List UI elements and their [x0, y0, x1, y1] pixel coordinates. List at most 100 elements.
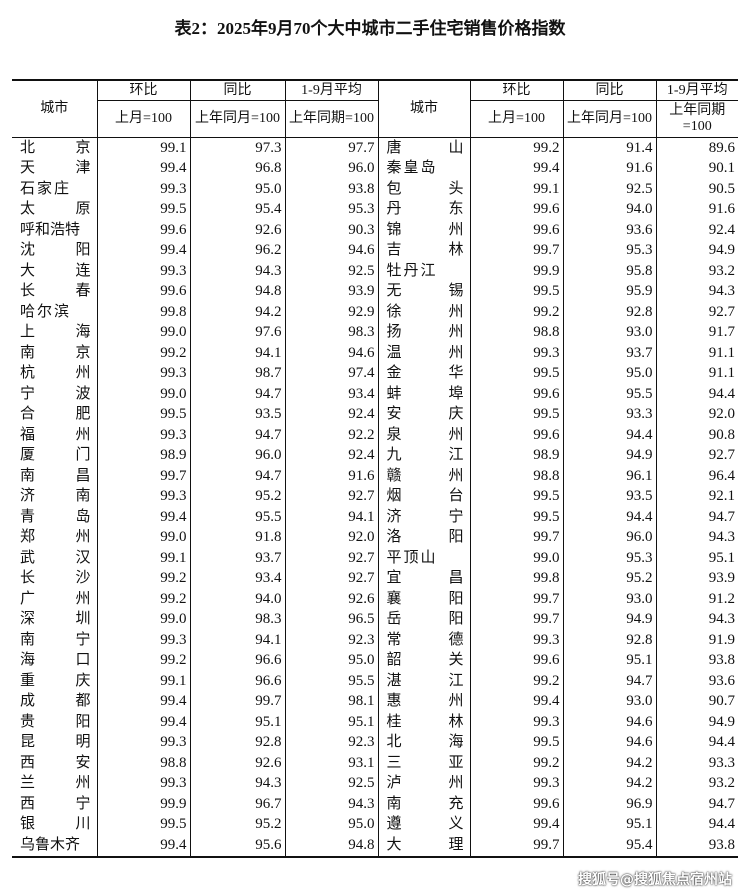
mom-value: 99.5 [469, 486, 563, 507]
table-row: 西宁 99.9 96.7 94.3 南充 99.6 96.9 94.7 [12, 794, 738, 815]
avg-header-right: 1-9月平均 [655, 80, 738, 101]
table-row: 哈尔滨 99.8 94.2 92.9 徐州 99.2 92.8 92.7 [12, 302, 738, 323]
city-cell: 天津 [12, 159, 97, 180]
city-cell: 烟台 [377, 486, 470, 507]
city-name-char: 春 [75, 283, 91, 300]
mom-value: 99.3 [96, 732, 190, 753]
mom-base-left: 上月=100 [96, 100, 190, 138]
city-name-char: 连 [75, 262, 91, 279]
mom-value: 99.6 [469, 425, 563, 446]
city-cell: 厦门 [12, 446, 97, 467]
city-cell: 成都 [12, 692, 97, 713]
mom-value: 99.6 [96, 220, 190, 241]
city-cell: 九江 [377, 445, 470, 466]
avg-value: 95.0 [284, 814, 378, 835]
city-name: 沈阳 [20, 241, 91, 260]
city-name-char: 华 [448, 365, 464, 382]
city-name-char: 长 [20, 570, 36, 587]
table-row: 宁波 99.0 94.7 93.4 蚌埠 99.6 95.5 94.4 [12, 384, 738, 405]
city-cell: 韶关 [377, 650, 470, 671]
city-name-char: 吉 [386, 242, 402, 259]
city-cell: 无锡 [377, 281, 470, 302]
city-cell: 西宁 [12, 794, 97, 815]
avg-value: 93.6 [655, 671, 738, 692]
yoy-value: 93.4 [189, 568, 285, 589]
city-name-char: 口 [75, 652, 91, 669]
city-name-char: 汉 [75, 549, 91, 566]
yoy-value: 95.8 [562, 261, 656, 282]
mom-value: 99.3 [96, 630, 190, 651]
city-name-char: 庆 [75, 672, 91, 689]
table-row: 大连 99.3 94.3 92.5 牡丹江 99.9 95.8 93.2 [12, 261, 738, 282]
avg-value: 94.3 [655, 281, 738, 302]
city-name-char: 阳 [448, 529, 464, 546]
table-row: 郑州 99.0 91.8 92.0 洛阳 99.7 96.0 94.3 [12, 527, 738, 548]
city-name-char: 岳 [386, 611, 402, 628]
yoy-value: 94.9 [562, 445, 656, 466]
mom-value: 99.1 [469, 179, 563, 200]
mom-value: 99.6 [96, 281, 190, 302]
city-name-char: 明 [75, 734, 91, 751]
mom-value: 99.5 [96, 199, 190, 220]
yoy-value: 91.6 [562, 158, 656, 179]
city-name: 重庆 [20, 672, 91, 691]
city-cell: 广州 [12, 589, 97, 610]
city-name-char: 安 [386, 406, 402, 423]
table-row: 武汉 99.1 93.7 92.7 平顶山 99.0 95.3 95.1 [12, 548, 738, 569]
city-cell: 锦州 [377, 220, 470, 241]
city-name-char: 州 [448, 221, 464, 238]
city-name: 锦州 [387, 221, 464, 240]
mom-value: 99.2 [96, 589, 190, 610]
city-name-char: 门 [75, 447, 91, 464]
city-name-char: 桂 [386, 713, 402, 730]
mom-value: 99.3 [96, 179, 190, 200]
city-cell: 襄阳 [377, 589, 470, 610]
city-name-char: 常 [386, 631, 402, 648]
table-row: 长沙 99.2 93.4 92.7 宜昌 99.8 95.2 93.9 [12, 568, 738, 589]
city-name-char: 理 [448, 836, 464, 853]
city-name: 岳阳 [387, 610, 464, 629]
yoy-value: 92.8 [189, 732, 285, 753]
city-name: 韶关 [387, 651, 464, 670]
city-name-char: 京 [75, 139, 91, 156]
city-name-char: 州 [448, 426, 464, 443]
avg-value: 93.9 [284, 281, 378, 302]
avg-value: 94.3 [284, 794, 378, 815]
yoy-value: 94.0 [189, 589, 285, 610]
yoy-value: 93.5 [562, 486, 656, 507]
city-name-char: 宁 [20, 385, 36, 402]
watermark: 搜狐号@搜狐焦点宿州站 [578, 872, 732, 888]
avg-value: 96.5 [284, 609, 378, 630]
table-row: 昆明 99.3 92.8 92.3 北海 99.5 94.6 94.4 [12, 732, 738, 753]
avg-value: 92.5 [284, 261, 378, 282]
avg-value: 90.7 [655, 691, 738, 712]
avg-value: 95.0 [284, 650, 378, 671]
yoy-value: 95.5 [189, 507, 285, 528]
mom-value: 99.6 [469, 220, 563, 241]
city-name-char: 充 [448, 795, 464, 812]
mom-value: 99.0 [96, 527, 190, 548]
city-cell: 太原 [12, 200, 97, 221]
mom-value: 99.6 [469, 650, 563, 671]
city-name-char: 锦 [386, 221, 402, 238]
mom-base-right: 上月=100 [469, 100, 563, 138]
city-name-char: 州 [448, 303, 464, 320]
mom-value: 99.3 [469, 343, 563, 364]
mom-value: 98.8 [469, 466, 563, 487]
city-cell: 惠州 [377, 691, 470, 712]
yoy-value: 96.2 [189, 240, 285, 261]
city-cell: 大连 [12, 261, 97, 282]
table-row: 乌鲁木齐 99.4 95.6 94.8 大理 99.7 95.4 93.8 [12, 835, 738, 857]
city-name-char: 江 [448, 447, 464, 464]
city-name: 烟台 [387, 487, 464, 506]
city-cell: 南京 [12, 343, 97, 364]
avg-value: 92.0 [655, 404, 738, 425]
city-cell: 长春 [12, 282, 97, 303]
yoy-value: 97.3 [189, 137, 285, 159]
yoy-value: 92.8 [562, 630, 656, 651]
mom-value: 99.2 [96, 343, 190, 364]
mom-value: 99.6 [469, 384, 563, 405]
avg-value: 98.1 [284, 691, 378, 712]
city-cell: 宁波 [12, 384, 97, 405]
city-name-char: 湛 [386, 672, 402, 689]
